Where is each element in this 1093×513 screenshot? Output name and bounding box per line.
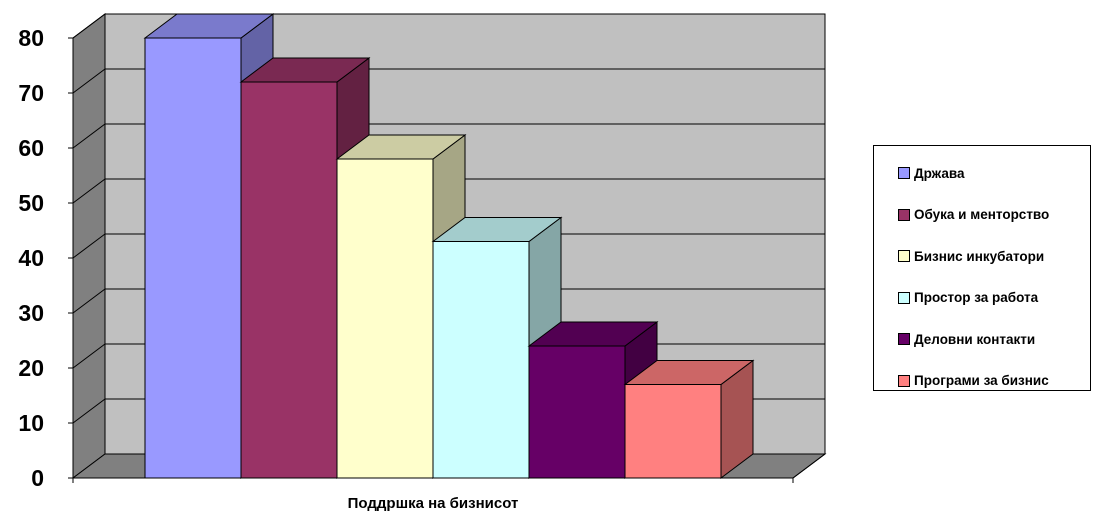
y-tick-label: 20 (18, 355, 44, 381)
bar-front (336, 158, 434, 479)
gridline-side (72, 13, 106, 39)
legend-item: Држава (898, 165, 965, 181)
legend-swatch (898, 291, 910, 304)
bar-front (144, 37, 242, 479)
y-tick-label: 40 (18, 245, 44, 271)
gridline-side (72, 178, 106, 204)
legend-swatch (898, 167, 910, 179)
y-tick-label: 50 (18, 190, 44, 216)
bar-front (624, 384, 722, 479)
legend-swatch (898, 208, 910, 221)
x-axis-label: Поддршка на бизнисот (348, 495, 519, 512)
legend-item: Програми за бизнис (898, 373, 1049, 389)
legend-swatch (898, 374, 910, 387)
gridline-side (72, 233, 106, 259)
gridline-side (72, 343, 106, 369)
legend-item: Обука и менторство (898, 207, 1049, 223)
legend-label: Деловни контакти (914, 331, 1036, 347)
legend-item: Бизнис инкубатори (898, 248, 1044, 264)
y-tick-label: 80 (18, 25, 44, 51)
legend-item: Простор за работа (898, 290, 1038, 306)
bars (143, 13, 755, 479)
gridline-side (72, 398, 106, 424)
y-tick-label: 0 (31, 465, 44, 491)
legend-label: Обука и менторство (914, 207, 1050, 222)
legend: Држава Обука и менторство Бизнис инкубатор… (873, 145, 1091, 391)
legend-label: Држава (914, 165, 965, 181)
y-tick-label: 70 (18, 80, 44, 106)
y-tick-labels: 0 10 20 30 40 50 60 70 80 (18, 25, 44, 491)
gridline-side (72, 288, 106, 314)
y-tick-label: 10 (18, 410, 44, 436)
legend-label: Бизнис инкубатори (914, 248, 1045, 264)
legend-label: Програми за бизнис (914, 373, 1049, 388)
legend-item: Деловни контакти (898, 331, 1035, 347)
legend-swatch (898, 250, 910, 262)
bar-6 (623, 359, 755, 479)
legend-label: Простор за работа (914, 290, 1039, 305)
legend-swatch (898, 333, 910, 345)
bar-front (528, 345, 626, 479)
y-tick-label: 60 (18, 135, 44, 161)
floor-edge (792, 453, 826, 479)
bar-front (432, 241, 530, 479)
y-tick-label: 30 (18, 300, 44, 326)
gridline-side (72, 68, 106, 94)
bar-front (240, 81, 338, 479)
gridline-side (72, 123, 106, 149)
